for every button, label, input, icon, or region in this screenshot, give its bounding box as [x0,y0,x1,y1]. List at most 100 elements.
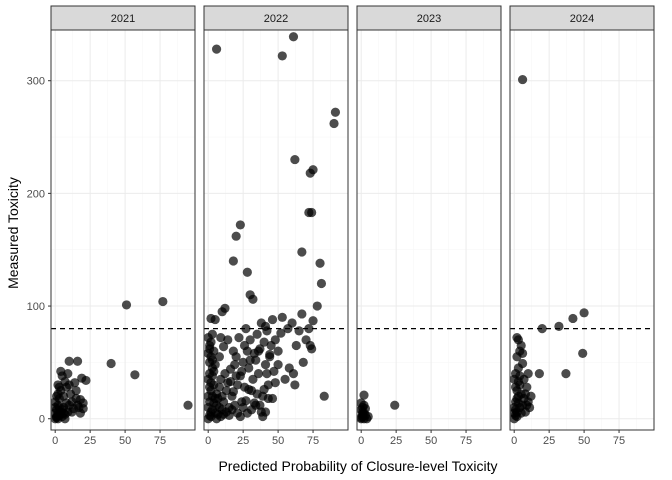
data-point [130,370,140,380]
data-point [60,376,70,387]
data-point [517,358,528,369]
data-point [359,390,369,400]
data-point [290,154,300,165]
data-point [238,357,248,367]
data-point [513,376,523,387]
data-point [207,329,217,339]
facet-panel-2022: 2022 0 25 50 75 [203,5,349,447]
data-point [81,375,91,386]
facet-panel-2023: 2023 0 25 50 75 [356,5,502,447]
data-point [158,296,168,307]
data-point [231,352,241,362]
x-tick-label: 25 [84,435,96,447]
data-point [239,382,250,392]
x-tick-label: 0 [205,435,211,447]
data-point [308,165,318,175]
x-tick-label: 50 [272,435,284,447]
data-point [297,247,307,257]
x-tick-label: 0 [511,435,517,447]
data-point [211,44,222,54]
data-point [297,309,307,319]
data-point [241,396,251,406]
data-point [523,369,533,379]
y-tick-label: 100 [27,301,45,313]
data-point [64,356,74,366]
data-point [277,312,287,322]
data-point [248,374,258,384]
x-tick-label: 25 [543,435,555,447]
data-point [228,256,238,266]
data-point [223,335,233,345]
data-point [329,118,339,129]
data-point [512,333,522,343]
x-tick-label: 25 [237,435,249,447]
data-point [288,32,299,42]
data-point [237,366,247,377]
data-point [71,385,81,396]
x-tick-label: 0 [358,435,364,447]
data-point [54,382,64,392]
data-point [290,380,300,390]
data-point [259,384,269,395]
data-point [235,220,245,230]
data-point [307,344,317,354]
data-point [56,366,66,377]
data-point [259,337,269,347]
data-point [517,74,528,85]
data-point [276,328,286,338]
data-point [260,360,271,370]
data-point [50,402,60,413]
data-point [252,329,262,339]
data-point [256,407,266,417]
data-point [298,357,308,367]
data-point [316,278,327,289]
panel-border [356,29,502,431]
data-point [242,267,252,277]
data-point [308,316,318,326]
x-tick-label: 75 [154,435,166,447]
data-point [260,321,271,331]
x-tick-label: 50 [425,435,437,447]
data-point [75,394,85,405]
facet-panel-2021: 2021 0 25 50 75 [50,5,196,447]
data-point [214,352,224,362]
data-point [245,335,255,345]
x-tick-label: 75 [613,435,625,447]
data-point [63,369,73,379]
data-point [307,207,317,218]
data-point [230,400,240,410]
data-point [280,374,290,384]
data-point [242,346,252,356]
data-point [216,333,226,343]
facet-panel-2024: 2024 0 25 50 75 [509,5,655,447]
data-point [206,313,216,324]
data-point [267,393,278,404]
data-point [517,348,528,358]
data-point [253,346,264,356]
data-point [252,389,262,399]
data-point [537,323,547,334]
data-point [265,349,275,360]
data-point [270,378,280,388]
data-point [232,380,243,390]
data-point [291,340,301,351]
data-point [248,294,258,304]
data-point [106,358,116,369]
data-point [288,369,299,379]
panel-border [203,29,349,431]
data-point [270,335,280,345]
data-point [214,402,224,413]
facet-strip-2022 [203,5,349,31]
data-point [67,407,77,417]
data-point [267,314,278,325]
x-tick-label: 50 [578,435,590,447]
data-point [578,348,588,358]
data-point [524,402,535,413]
data-point [390,400,400,410]
panels-layer: 2021 0 25 50 75 2022 0 25 50 75 2023 0 25 50 75 2024 0 25… [50,5,655,447]
data-point [356,398,366,408]
data-point [231,231,241,241]
data-point [235,411,245,422]
data-point [312,301,322,311]
